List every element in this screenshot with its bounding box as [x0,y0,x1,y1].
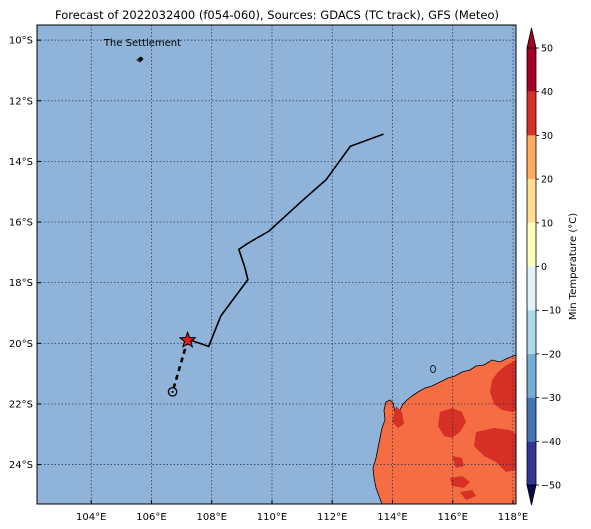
colorbar-segment [527,91,536,136]
colorbar-extend-min [526,484,537,506]
colorbar-tick-label: −50 [541,481,561,492]
land-layer [136,56,516,504]
colorbar-segment [527,353,536,398]
lat-tick-label: 18°S [9,278,33,289]
christmas-island-outline [136,56,144,63]
cyclone-track [167,133,384,397]
lon-tick-label: 118°E [498,512,528,523]
colorbar-segment [527,179,536,223]
past-track-line [190,133,384,348]
map-frame [36,24,517,505]
colorbar-tick-label: 0 [541,262,547,273]
lon-tick-label: 110°E [257,512,287,523]
colorbar-extend-max [526,27,537,49]
lat-tick-label: 22°S [9,399,33,410]
colorbar-tick-label: −20 [541,349,561,360]
colorbar-segment [527,310,536,354]
land-hot-zone-east [490,360,516,412]
colorbar-segment [527,48,536,92]
lon-tick-label: 114°E [377,512,407,523]
land-hot-zone-coast [460,490,476,500]
current-position-star-icon [178,330,197,348]
latitude-axis: 10°S 12°S 14°S 16°S 18°S 20°S 22°S 24°S [9,36,41,471]
land-hot-zone-central [438,408,466,438]
colorbar-segment [527,222,536,267]
lat-tick-label: 16°S [9,218,33,229]
lat-tick-label: 10°S [9,36,33,47]
colorbar-segment [527,397,536,442]
land-hot-zone-southeast [474,428,516,472]
colorbar-tick-label: 40 [541,87,553,98]
lon-tick-label: 112°E [317,512,347,523]
colorbar-tick-label: 30 [541,131,553,142]
land-hot-zone-small [452,456,464,468]
colorbar-tick-label: −30 [541,393,561,404]
colorbar-tick-label: −40 [541,437,561,448]
lat-tick-label: 14°S [9,157,33,168]
colorbar-label: Min Temperature (°C) [568,213,579,320]
lon-tick-label: 116°E [438,512,468,523]
graticule [37,25,516,504]
place-label-the-settlement: The Settlement [103,38,181,49]
colorbar: 50 40 30 20 10 0 −10 −20 −30 −40 −50 Min Temperatur… [526,27,579,506]
figure-title: Forecast of 2022032400 (f054-060), Sourc… [55,8,499,22]
colorbar-tick-label: 50 [541,44,553,55]
forecast-end-marker [167,386,178,397]
colorbar-tick-label: 20 [541,175,553,186]
map-panel: The Settlement [36,24,517,505]
colorbar-segment [527,266,536,311]
lon-tick-label: 106°E [136,512,166,523]
lon-tick-label: 104°E [76,512,106,523]
colorbar-segment [527,135,536,180]
island-small [430,365,436,373]
longitude-axis: 104°E 106°E 108°E 110°E 112°E 114°E 116°E 118°E [76,500,528,523]
lat-tick-label: 20°S [9,339,33,350]
lat-tick-label: 12°S [9,96,33,107]
colorbar-segment [527,441,536,485]
land-hot-zone-west [392,406,404,428]
lon-tick-label: 108°E [197,512,227,523]
forecast-end-dot [171,390,174,393]
land-hot-zone-south [450,476,470,488]
colorbar-tick-label: −10 [541,306,561,317]
lat-tick-label: 24°S [9,460,33,471]
colorbar-tick-label: 10 [541,218,553,229]
